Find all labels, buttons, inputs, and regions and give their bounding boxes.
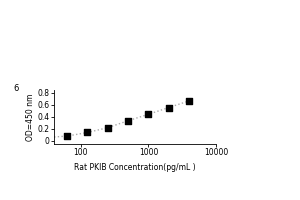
Point: [126, 119, 130, 122]
Point: [105, 126, 110, 129]
Text: 6: 6: [14, 84, 19, 93]
Point: [44, 136, 49, 139]
Point: [85, 131, 90, 134]
Point: [146, 113, 151, 116]
Point: [167, 106, 171, 109]
Point: [65, 134, 70, 138]
X-axis label: Rat PKIB Concentration(pg/mL ): Rat PKIB Concentration(pg/mL ): [74, 163, 196, 172]
Point: [187, 99, 191, 103]
Y-axis label: OD=450 nm: OD=450 nm: [26, 93, 35, 141]
